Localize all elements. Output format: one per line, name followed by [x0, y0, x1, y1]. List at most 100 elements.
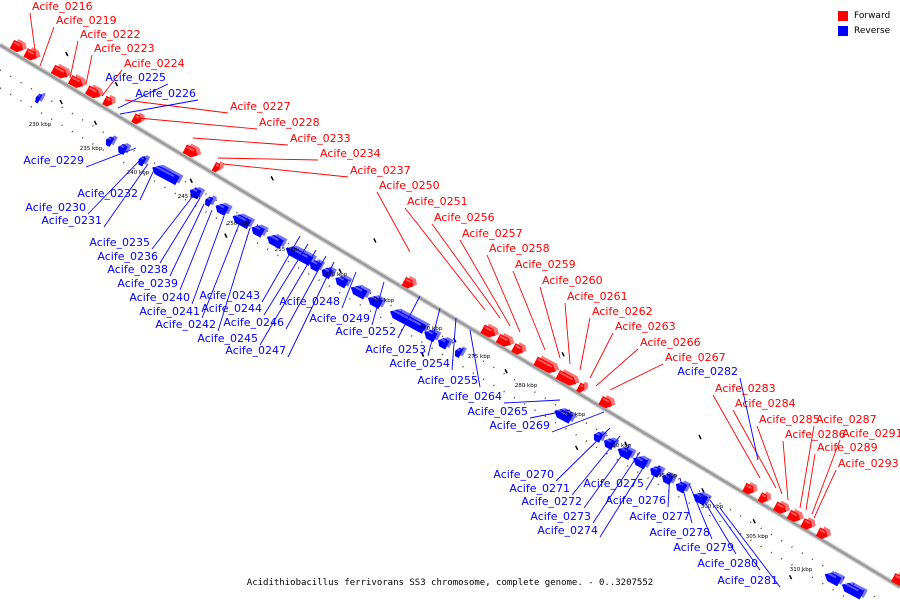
forward-gene-10-highlight [484, 326, 493, 332]
reverse-gene-23-highlight [605, 438, 612, 443]
reverse-gene-label-0-leader [117, 83, 169, 109]
reverse-gene-30 [824, 571, 846, 587]
reverse-gene-label-25-leader [529, 409, 571, 419]
reverse-gene-4-face [152, 165, 180, 186]
forward-gene-2 [50, 63, 72, 79]
scale-label-8: 270 kbp [420, 326, 443, 332]
reverse-gene-31-face [841, 582, 865, 600]
forward-gene-0-highlight [13, 41, 21, 47]
reverse-gene-label-30-leader [592, 451, 641, 524]
scale-label-1: 235 kbp [80, 146, 103, 152]
reverse-gene-label-15-leader [259, 249, 317, 346]
forward-gene-19-highlight [776, 503, 784, 509]
tick-mark-15 [224, 233, 228, 238]
reverse-gene-label-1: Acife_0226 [135, 87, 196, 100]
scale-label-9: 275 kbp [468, 354, 491, 360]
reverse-color-swatch [838, 25, 848, 36]
reverse-gene-label-9: Acife_0239 [117, 277, 178, 290]
reverse-gene-label-39: Acife_0282 [677, 365, 738, 378]
reverse-gene-label-24: Acife_0264 [441, 390, 502, 403]
reverse-gene-label-12: Acife_0242 [155, 318, 216, 331]
reverse-gene-label-1-leader [119, 99, 199, 115]
scale-label-10: 280 kbp [515, 383, 538, 389]
forward-gene-11-face [495, 333, 511, 347]
forward-gene-16-highlight [602, 397, 610, 403]
forward-gene-0-face [9, 39, 24, 53]
reverse-gene-2-highlight [119, 144, 125, 149]
forward-gene-0 [9, 38, 27, 53]
tick-mark-4 [561, 351, 565, 357]
reverse-gene-label-15: Acife_0245 [197, 332, 258, 345]
reverse-gene-31 [841, 581, 868, 600]
reverse-gene-17 [390, 308, 431, 334]
forward-gene-10 [480, 323, 500, 338]
reverse-gene-7 [215, 202, 233, 216]
tick-mark-17 [574, 445, 579, 451]
scale-label-4: 250 kbp [227, 221, 250, 227]
forward-gene-4-highlight [89, 87, 98, 93]
forward-gene-label-21: Acife_0267 [665, 351, 726, 364]
reverse-gene-label-6-leader [151, 191, 197, 250]
reverse-gene-19-highlight [439, 337, 446, 343]
reverse-gene-label-20-leader [397, 295, 421, 339]
tick-mark-18 [788, 574, 793, 580]
reverse-gene-22-highlight [595, 432, 601, 436]
tick-mark-6 [59, 99, 63, 105]
reverse-gene-0 [35, 92, 46, 104]
forward-gene-label-2: Acife_0222 [80, 28, 141, 41]
reverse-gene-label-33-leader [667, 471, 671, 508]
reverse-gene-20-face [454, 347, 464, 359]
scale-label-3: 245 kbp [178, 194, 201, 200]
reverse-gene-7-face [215, 203, 229, 216]
forward-gene-4-face [85, 85, 101, 99]
reverse-gene-label-31: Acife_0274 [537, 524, 598, 537]
forward-gene-label-3: Acife_0223 [94, 42, 155, 55]
reverse-gene-7-highlight [217, 203, 225, 209]
reverse-gene-10 [266, 234, 288, 249]
forward-gene-label-14-leader [486, 254, 521, 333]
reverse-gene-label-31-leader [599, 459, 649, 538]
legend-item-forward: Forward [838, 8, 890, 23]
reverse-gene-14-face [335, 276, 349, 289]
scale-label-12: 290 kbp [609, 443, 632, 449]
forward-gene-3-face [67, 75, 84, 88]
reverse-gene-27 [662, 472, 678, 486]
scale-label-5: 255 kbp [275, 247, 298, 253]
forward-gene-22 [815, 526, 832, 540]
reverse-gene-label-22-leader [451, 317, 457, 371]
tick-mark-16 [420, 352, 425, 357]
forward-gene-2-highlight [54, 66, 65, 73]
forward-gene-label-23: Acife_0284 [735, 397, 796, 410]
reverse-gene-4-highlight [154, 165, 175, 178]
forward-gene-label-25: Acife_0286 [785, 428, 846, 441]
forward-gene-20-highlight [790, 511, 798, 517]
reverse-gene-9 [251, 224, 269, 238]
forward-gene-label-5: Acife_0227 [230, 100, 291, 113]
forward-gene-15 [576, 381, 589, 393]
reverse-gene-24-face [617, 447, 633, 461]
forward-gene-label-19: Acife_0263 [615, 320, 676, 333]
reverse-gene-1-face [105, 136, 115, 147]
scale-label-16: 310 kbp [790, 567, 813, 573]
forward-gene-label-11: Acife_0251 [407, 195, 468, 208]
reverse-gene-label-3: Acife_0230 [25, 201, 86, 214]
forward-gene-label-0-leader [29, 12, 37, 59]
forward-gene-7-face [182, 144, 198, 158]
reverse-gene-18-highlight [426, 329, 434, 335]
forward-gene-18-highlight [761, 493, 767, 498]
forward-gene-3 [67, 74, 87, 88]
reverse-gene-9-face [251, 225, 265, 238]
reverse-gene-label-28-leader [571, 435, 621, 496]
forward-gene-16 [598, 395, 616, 409]
reverse-gene-label-12-leader [217, 227, 251, 332]
legend-item-reverse: Reverse [838, 23, 890, 38]
reverse-gene-15-face [350, 285, 368, 300]
forward-gene-14-highlight [559, 371, 573, 381]
forward-gene-label-19-leader [589, 332, 614, 379]
reverse-gene-label-22: Acife_0254 [389, 357, 450, 370]
reverse-gene-label-34: Acife_0277 [629, 510, 690, 523]
reverse-gene-27-highlight [664, 473, 670, 478]
tick-mark-2 [270, 175, 274, 181]
reverse-gene-label-17-leader [287, 261, 335, 358]
forward-gene-1-face [23, 48, 37, 61]
